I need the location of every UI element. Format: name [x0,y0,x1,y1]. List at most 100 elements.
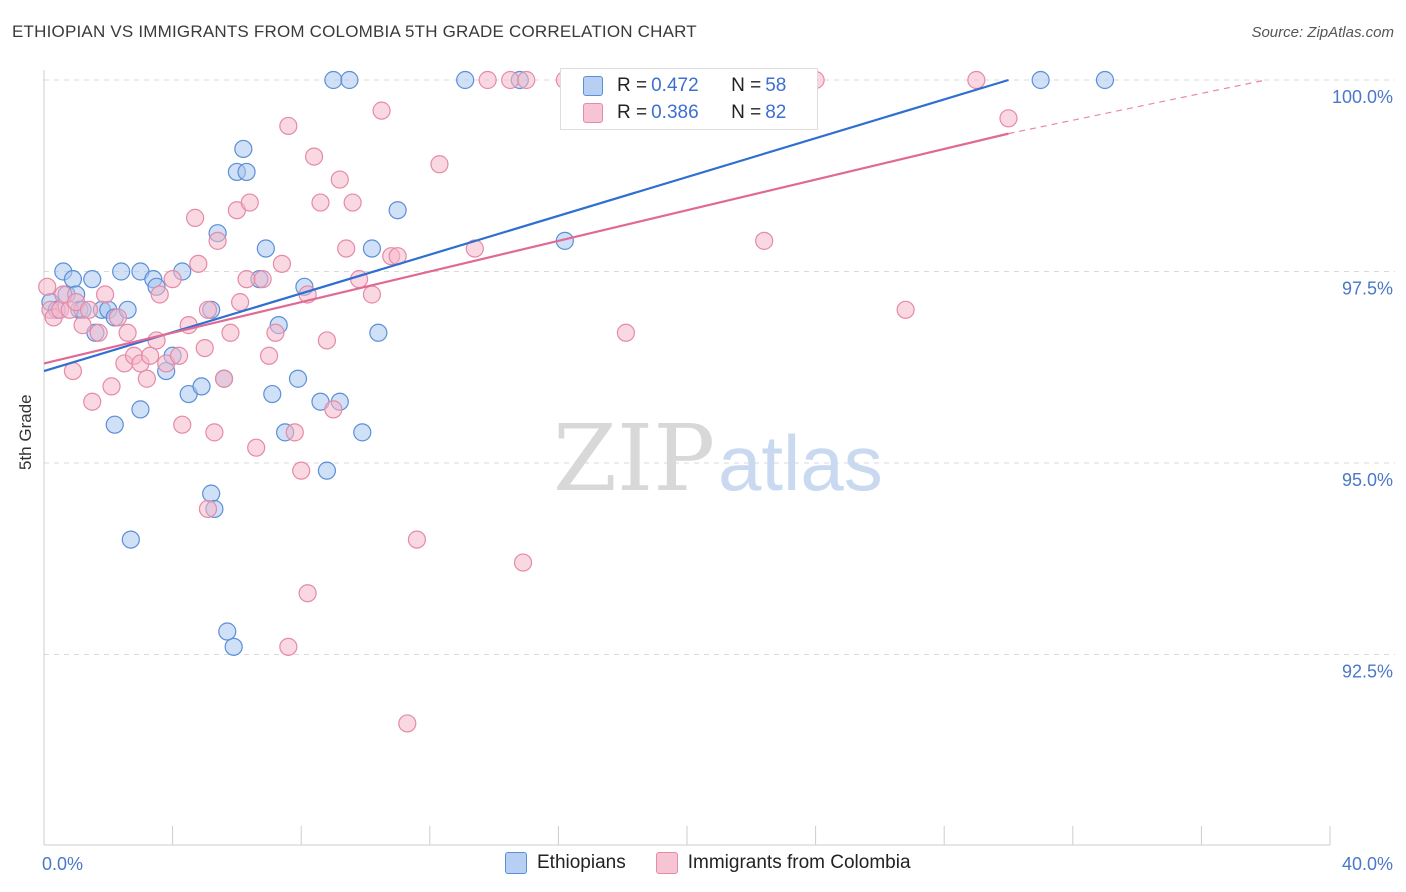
data-point [253,270,272,289]
legend-item-colombia[interactable]: Immigrants from Colombia [655,852,911,874]
trend-lines [43,78,1266,373]
data-point [478,70,497,90]
data-point [513,553,533,572]
series-legend: Ethiopians Immigrants from Colombia [505,852,941,874]
legend-swatch-pink [583,103,603,123]
data-point [205,423,224,442]
data-point [202,484,221,503]
data-point [38,277,57,296]
legend-row-ethiopians: R = 0.472 N = 58 [583,73,786,99]
data-point [369,323,388,342]
data-point [112,262,131,281]
data-point [317,331,337,350]
y-tick-label: 92.5% [1342,662,1393,682]
data-point [362,285,382,304]
data-point [195,339,214,358]
trend-line [43,78,1009,373]
data-point [343,193,362,212]
data-point [285,423,304,442]
data-point [1095,70,1115,90]
data-point [221,323,240,342]
data-point [298,584,317,603]
data-point [121,530,140,549]
data-point [105,415,124,434]
stats-legend: R = 0.472 N = 58 R = 0.386 N = 82 [560,68,818,130]
data-point [372,101,391,120]
data-point [398,714,417,733]
data-point [967,70,986,90]
data-point [208,231,227,250]
trend-line-extension [1008,79,1266,135]
data-point [337,239,356,258]
legend-n-label: N = [731,75,762,96]
data-point [131,400,150,419]
x-tick-label: 40.0% [1342,854,1393,874]
data-point [407,530,427,549]
watermark-atlas: atlas [718,419,883,507]
data-point [263,384,282,404]
legend-item-ethiopians[interactable]: Ethiopians [505,852,626,874]
data-point [240,193,259,212]
data-point [173,415,192,434]
legend-label-colombia: Immigrants from Colombia [687,852,911,873]
legend-swatch-pink [655,852,678,874]
data-point [218,622,237,641]
legend-swatch-blue [505,852,527,874]
legend-n-value: 58 [765,75,787,96]
data-point [456,70,475,90]
axes [43,70,1331,846]
data-point [83,392,102,411]
data-point [89,323,108,342]
data-point [288,369,308,388]
source-credit: Source: ZipAtlas.com [1251,24,1394,41]
data-point [108,308,128,327]
data-point [83,270,102,289]
data-point [234,139,253,159]
data-point [198,499,218,519]
data-point [430,155,449,174]
legend-row-colombia: R = 0.386 N = 82 [583,100,786,126]
y-tick-label: 95.0% [1342,470,1393,490]
data-point [163,270,182,289]
x-tick-labels: 0.0% 40.0% [42,854,1393,874]
legend-r-value: 0.472 [651,75,699,96]
data-point [137,369,156,388]
data-point [247,438,266,457]
series-ethiopians-points [41,70,1115,656]
data-point [231,293,250,312]
data-point [95,285,115,304]
data-point [150,285,169,304]
data-point [330,170,349,189]
data-point [517,70,536,90]
data-point [140,346,160,365]
data-point [118,323,137,342]
legend-n-value: 82 [765,102,787,123]
watermark: ZIP atlas [553,405,883,512]
data-point [79,300,99,319]
legend-r-label: R = [617,75,648,96]
data-point [279,116,298,136]
legend-label-ethiopians: Ethiopians [537,852,626,873]
data-point [169,346,189,365]
data-point [259,346,279,365]
data-point [317,461,337,480]
data-point [237,162,256,182]
data-point [616,323,636,342]
data-point [237,270,256,289]
data-point [63,270,83,289]
data-point [324,70,343,90]
legend-r-value: 0.386 [651,102,699,123]
data-point [388,201,407,220]
data-point [186,208,205,227]
data-point [896,300,915,319]
data-point [755,231,774,250]
data-point [279,637,298,656]
data-point [266,323,285,342]
data-point [192,377,211,396]
data-point [272,254,292,273]
y-tick-label: 97.5% [1342,279,1393,299]
legend-n-label: N = [731,102,762,123]
data-point [214,369,234,388]
data-point [311,193,330,212]
